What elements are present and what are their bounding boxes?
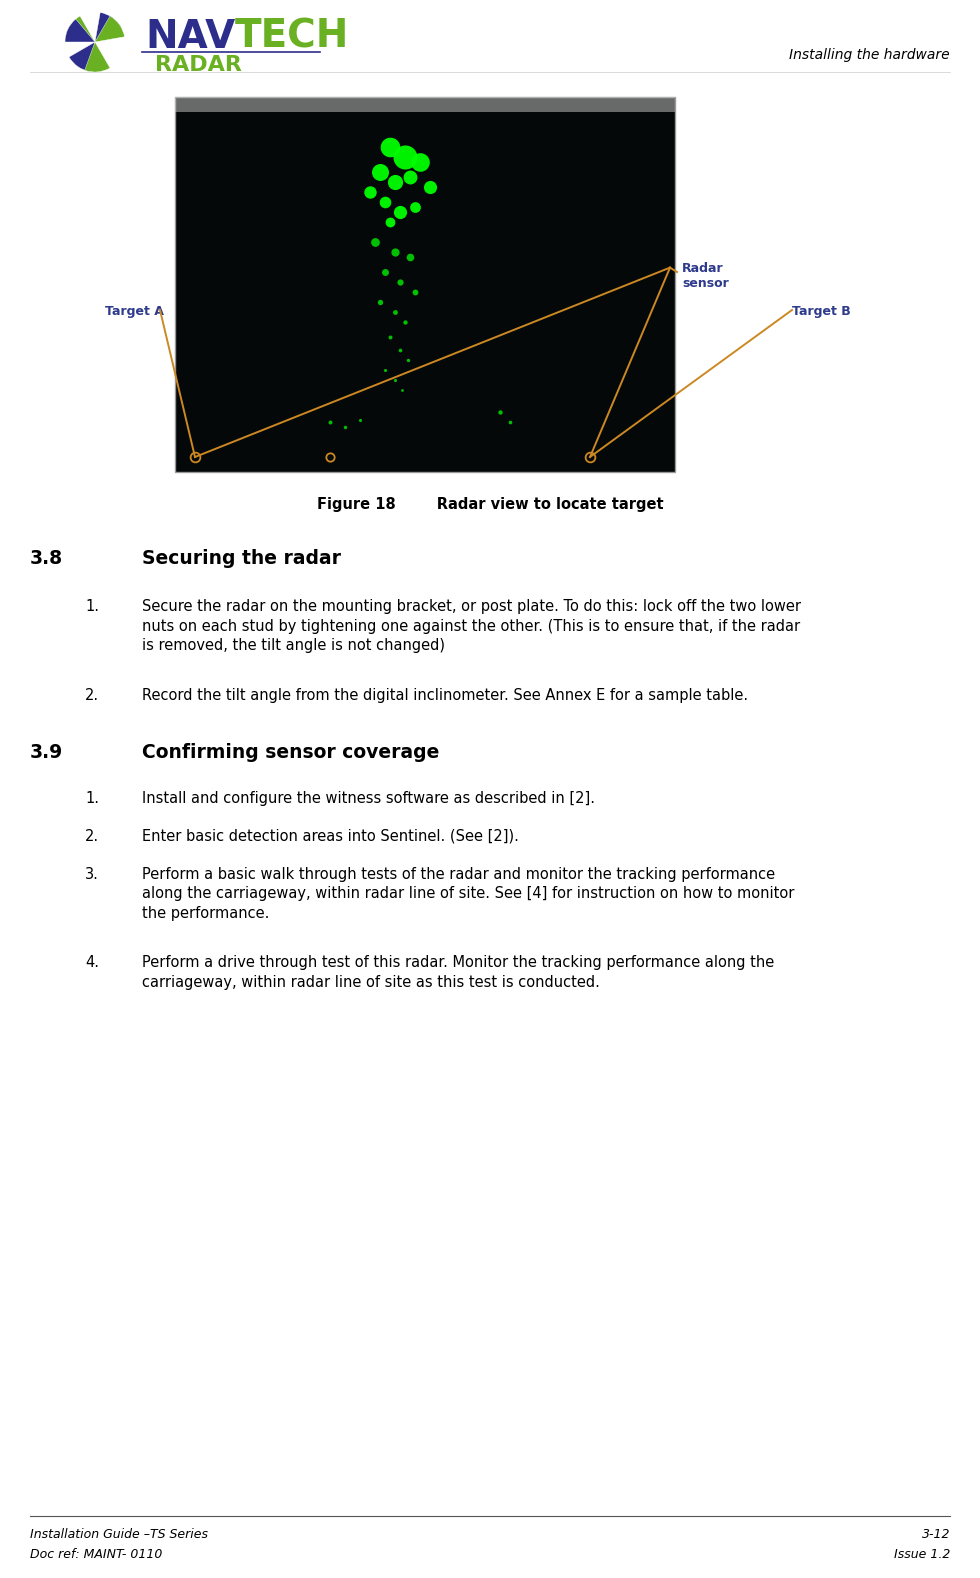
Bar [175,96,675,112]
Point [377,259,393,284]
Point [422,175,438,200]
Point [352,407,368,432]
Point [413,150,428,175]
Point [392,199,408,224]
Point [377,357,393,382]
Point [368,229,383,254]
Text: Installation Guide –TS Series: Installation Guide –TS Series [30,1528,208,1542]
Text: Perform a drive through test of this radar. Monitor the tracking performance alo: Perform a drive through test of this rad… [142,955,774,970]
Text: 2.: 2. [85,688,99,702]
Point [397,309,413,335]
Point [363,180,378,205]
Point [387,300,403,325]
Text: NAV: NAV [145,17,235,55]
Point [392,338,408,363]
Point [502,409,517,434]
Point [387,240,403,265]
Text: 4.: 4. [85,955,99,970]
Point [397,144,413,169]
Text: nuts on each stud by tightening one against the other. (This is to ensure that, : nuts on each stud by tightening one agai… [142,619,800,633]
Text: 1.: 1. [85,600,99,614]
Text: 3.9: 3.9 [30,743,64,762]
Point [392,270,408,295]
Text: is removed, the tilt angle is not changed): is removed, the tilt angle is not change… [142,638,445,653]
Point [382,210,398,235]
Text: Radar
sensor: Radar sensor [682,262,729,290]
Text: Record the tilt angle from the digital inclinometer. See Annex E for a sample ta: Record the tilt angle from the digital i… [142,688,748,702]
Text: Secure the radar on the mounting bracket, or post plate. To do this: lock off th: Secure the radar on the mounting bracket… [142,600,801,614]
Point [492,399,508,424]
Wedge shape [69,43,95,71]
Text: Issue 1.2: Issue 1.2 [894,1548,950,1561]
Point [372,289,388,314]
Wedge shape [95,13,121,43]
Wedge shape [65,19,95,43]
Wedge shape [66,16,95,43]
Point [387,368,403,393]
Point [402,164,417,189]
Text: 2.: 2. [85,828,99,844]
Point [407,279,422,305]
Point [394,377,410,402]
Text: Enter basic detection areas into Sentinel. (See [2]).: Enter basic detection areas into Sentine… [142,828,518,844]
Text: 1.: 1. [85,791,99,805]
Text: carriageway, within radar line of site as this test is conducted.: carriageway, within radar line of site a… [142,975,600,989]
Text: 3-12: 3-12 [921,1528,950,1542]
Bar [175,96,675,472]
Point [387,169,403,194]
Text: 3.: 3. [85,866,99,882]
Text: Doc ref: MAINT- 0110: Doc ref: MAINT- 0110 [30,1548,163,1561]
Text: 3.8: 3.8 [30,549,63,568]
Text: Target B: Target B [792,305,851,319]
Wedge shape [95,16,124,43]
Text: TECH: TECH [235,17,350,55]
Text: RADAR: RADAR [155,55,242,76]
Text: Securing the radar: Securing the radar [142,549,341,568]
Text: Confirming sensor coverage: Confirming sensor coverage [142,743,439,762]
Text: Perform a basic walk through tests of the radar and monitor the tracking perform: Perform a basic walk through tests of th… [142,866,775,882]
Point [407,194,422,219]
Text: Install and configure the witness software as described in [2].: Install and configure the witness softwa… [142,791,595,805]
Point [402,245,417,270]
Text: Target A: Target A [105,305,164,319]
Point [322,409,338,434]
Text: the performance.: the performance. [142,906,270,920]
Text: along the carriageway, within radar line of site. See [4] for instruction on how: along the carriageway, within radar line… [142,885,795,901]
Point [372,159,388,185]
Point [382,134,398,159]
Point [377,189,393,215]
Text: Installing the hardware: Installing the hardware [789,47,950,62]
Text: Figure 18        Radar view to locate target: Figure 18 Radar view to locate target [317,497,663,511]
Point [400,347,416,372]
Point [382,325,398,350]
Wedge shape [84,43,110,73]
Point [337,415,353,440]
